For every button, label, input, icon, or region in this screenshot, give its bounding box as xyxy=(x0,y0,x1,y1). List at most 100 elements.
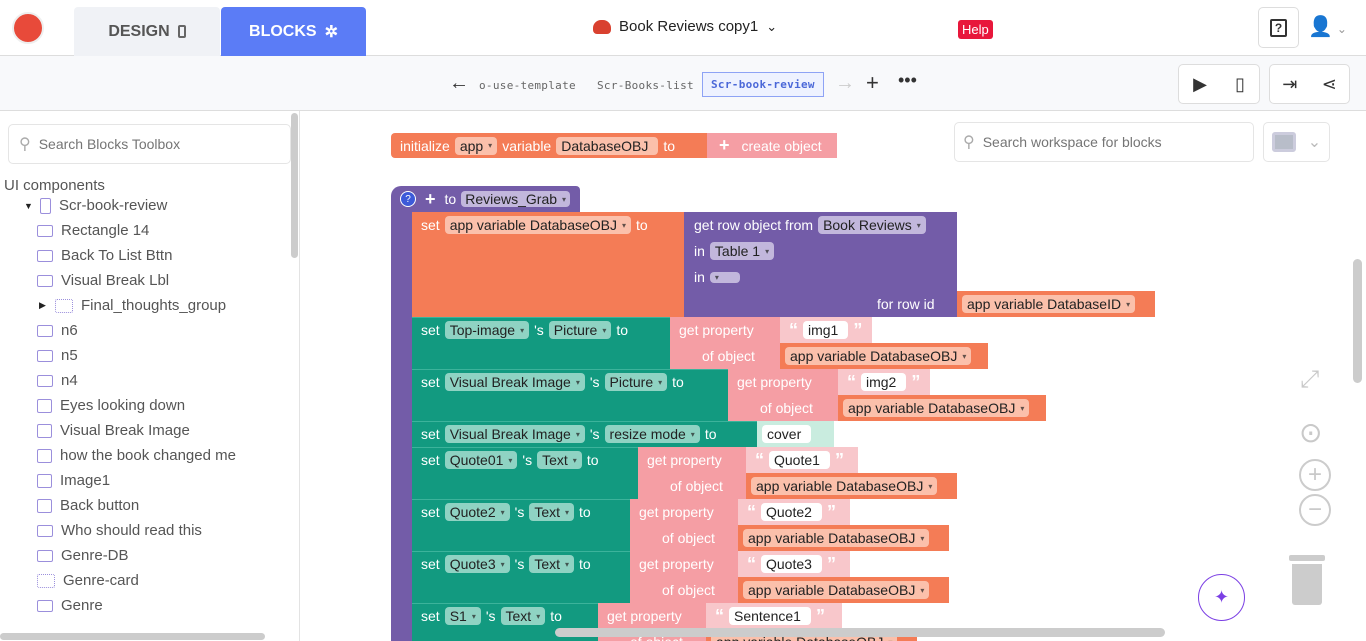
variable-dropdown[interactable]: app variable DatabaseOBJ xyxy=(843,399,1030,417)
zoom-in-icon[interactable]: + xyxy=(1299,459,1331,491)
toolbox-item[interactable]: Genre-card xyxy=(37,572,139,589)
text-field[interactable]: img2 xyxy=(861,373,907,391)
help-button[interactable]: ? xyxy=(1258,7,1299,48)
text-string-block[interactable]: “Quote3” xyxy=(738,551,850,577)
toolbox-item[interactable]: Rectangle 14 xyxy=(37,222,149,239)
forward-arrow-icon[interactable]: → xyxy=(835,72,855,94)
help-icon[interactable]: ? xyxy=(400,191,416,207)
workspace-search[interactable]: ⚲ xyxy=(954,122,1254,162)
property-dropdown[interactable]: Text xyxy=(529,555,575,573)
text-field[interactable]: Sentence1 xyxy=(729,607,811,625)
workspace-horizontal-scrollbar[interactable] xyxy=(555,628,1165,637)
get-property-block[interactable] xyxy=(670,317,780,369)
toolbox-item[interactable]: Genre xyxy=(37,597,103,614)
component-dropdown[interactable]: Top-image xyxy=(444,321,530,339)
workspace-search-input[interactable] xyxy=(982,134,1233,150)
project-title-dropdown[interactable]: Book Reviews copy1 ⌄ xyxy=(593,18,777,35)
user-menu[interactable]: 👤 ⌄ xyxy=(1308,16,1347,38)
value-block[interactable]: cover xyxy=(757,421,834,447)
text-field[interactable]: Quote2 xyxy=(761,503,822,521)
variable-dropdown[interactable]: app variable DatabaseOBJ xyxy=(751,477,938,495)
toolbox-item[interactable]: Eyes looking down xyxy=(37,397,185,414)
variable-block[interactable]: app variable DatabaseOBJ xyxy=(738,577,949,603)
toolbox-item[interactable]: n4 xyxy=(37,372,78,389)
text-field[interactable]: Quote1 xyxy=(769,451,830,469)
variable-block[interactable]: app variable DatabaseOBJ xyxy=(738,525,949,551)
plus-icon[interactable]: + xyxy=(719,135,730,155)
scope-dropdown[interactable]: app xyxy=(454,136,498,155)
caret-right-icon[interactable]: ▶ xyxy=(39,300,46,310)
screen-tab[interactable]: Scr-Books-list xyxy=(597,79,694,92)
row-id-variable-block[interactable]: app variable DatabaseID xyxy=(957,291,1155,317)
variable-block[interactable]: app variable DatabaseOBJ xyxy=(838,395,1046,421)
text-string-block[interactable]: “img1” xyxy=(780,317,872,343)
property-dropdown[interactable]: Text xyxy=(500,607,546,625)
value-dropdown[interactable]: cover xyxy=(762,425,812,443)
toolbox-search-input[interactable] xyxy=(38,136,269,152)
web-preview-icon[interactable]: ▶︎ xyxy=(1193,73,1207,94)
phone-preview-icon[interactable]: ▯ xyxy=(1235,73,1245,94)
get-property-block[interactable] xyxy=(630,499,738,551)
text-field[interactable]: img1 xyxy=(803,321,849,339)
variable-dropdown[interactable]: app variable DatabaseOBJ xyxy=(785,347,972,365)
sidebar-horizontal-scrollbar[interactable] xyxy=(0,633,265,640)
component-dropdown[interactable]: Visual Break Image xyxy=(444,373,585,391)
blocks-workspace[interactable]: initializeappvariableDatabaseOBJto +crea… xyxy=(300,111,1366,641)
plus-icon[interactable]: + xyxy=(425,188,436,209)
screen-tab[interactable]: o-use-template xyxy=(479,79,576,92)
caret-down-icon[interactable]: ▼ xyxy=(24,200,33,211)
property-dropdown[interactable]: Picture xyxy=(604,373,668,391)
add-screen-icon[interactable]: + xyxy=(866,70,879,95)
get-property-block[interactable] xyxy=(638,447,746,499)
variable-dropdown[interactable]: app variable DatabaseOBJ xyxy=(444,216,632,234)
toolbox-item[interactable]: ▼ Scr-book-review xyxy=(24,197,168,214)
sidebar-vertical-scrollbar[interactable] xyxy=(291,113,298,258)
screen-tab-active[interactable]: Scr-book-review xyxy=(702,72,824,97)
property-dropdown[interactable]: resize mode xyxy=(604,425,700,443)
device-preview-dropdown[interactable]: ⌄ xyxy=(1263,122,1330,162)
toolbox-item[interactable]: Back To List Bttn xyxy=(37,247,172,264)
tab-blocks[interactable]: BLOCKS ✲ xyxy=(221,7,366,56)
toolbox-item[interactable]: n6 xyxy=(37,322,78,339)
toolbox-item[interactable]: Who should read this xyxy=(37,522,202,539)
toolbox-item[interactable]: ▶ Final_thoughts_group xyxy=(39,297,227,314)
create-object-block[interactable]: + create object xyxy=(707,133,837,158)
variable-dropdown[interactable]: app variable DatabaseOBJ xyxy=(743,581,930,599)
component-dropdown[interactable]: Visual Break Image xyxy=(444,425,585,443)
share-icon[interactable]: ⋖ xyxy=(1321,73,1337,94)
function-name-field[interactable]: Reviews_Grab xyxy=(461,191,571,207)
back-arrow-icon[interactable]: ← xyxy=(449,72,469,94)
trash-icon[interactable] xyxy=(1289,555,1325,605)
workspace-vertical-scrollbar[interactable] xyxy=(1353,259,1362,383)
toolbox-item[interactable]: Genre-DB xyxy=(37,547,129,564)
variable-dropdown[interactable]: app variable DatabaseOBJ xyxy=(743,529,930,547)
property-dropdown[interactable]: Picture xyxy=(548,321,612,339)
variable-dropdown[interactable]: app variable DatabaseOBJ xyxy=(711,633,898,641)
view-dropdown[interactable] xyxy=(709,271,740,283)
component-dropdown[interactable]: Quote3 xyxy=(444,555,510,573)
text-string-block[interactable]: “Quote1” xyxy=(746,447,858,473)
component-dropdown[interactable]: S1 xyxy=(444,607,481,625)
database-dropdown[interactable]: Book Reviews xyxy=(818,216,926,234)
help-badge[interactable]: Help xyxy=(958,20,993,39)
variable-block[interactable]: app variable DatabaseOBJ xyxy=(746,473,957,499)
get-property-block[interactable] xyxy=(630,551,738,603)
variable-name-field[interactable]: DatabaseOBJ xyxy=(556,136,659,155)
tab-design[interactable]: DESIGN xyxy=(74,7,220,56)
fullscreen-icon[interactable]: ⤢ xyxy=(1300,366,1320,393)
variable-dropdown[interactable]: app variable DatabaseID xyxy=(962,295,1136,313)
toolbox-search[interactable]: ⚲ xyxy=(8,124,291,164)
text-string-block[interactable]: “Sentence1” xyxy=(706,603,842,629)
property-dropdown[interactable]: Text xyxy=(537,451,582,469)
component-dropdown[interactable]: Quote2 xyxy=(444,503,510,521)
recenter-icon[interactable]: ⊙ xyxy=(1299,417,1323,448)
toolbox-item[interactable]: Visual Break Lbl xyxy=(37,272,169,289)
variable-block[interactable]: app variable DatabaseOBJ xyxy=(780,343,988,369)
text-string-block[interactable]: “img2” xyxy=(838,369,930,395)
ai-assistant-button[interactable]: ✦ xyxy=(1198,574,1245,621)
text-string-block[interactable]: “Quote2” xyxy=(738,499,850,525)
get-property-block[interactable] xyxy=(728,369,838,421)
table-dropdown[interactable]: Table 1 xyxy=(709,242,775,260)
property-dropdown[interactable]: Text xyxy=(529,503,575,521)
toolbox-item[interactable]: Visual Break Image xyxy=(37,422,190,439)
